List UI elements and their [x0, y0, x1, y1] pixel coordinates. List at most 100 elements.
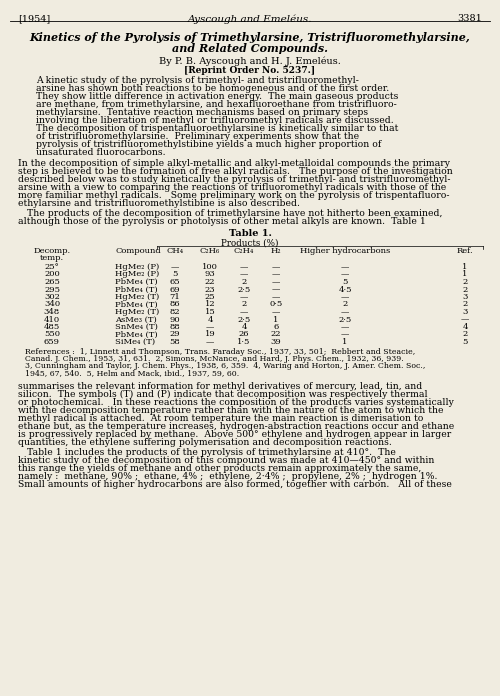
Text: In the decomposition of simple alkyl-metallic and alkyl-metalloidal compounds th: In the decomposition of simple alkyl-met… [18, 159, 450, 168]
Text: Compound: Compound [115, 247, 161, 255]
Text: namely :  methane, 90% ;  ethane, 4% ;  ethylene, 2·4% ;  propylene, 2% ;  hydro: namely : methane, 90% ; ethane, 4% ; eth… [18, 472, 438, 481]
Text: 4: 4 [241, 323, 247, 331]
Text: The products of the decomposition of trimethylarsine have not hitherto been exam: The products of the decomposition of tri… [18, 209, 442, 218]
Text: 39: 39 [270, 338, 281, 346]
Text: 200: 200 [44, 271, 60, 278]
Text: —: — [272, 308, 280, 316]
Text: of tristrifluoromethylarsine.  Preliminary experiments show that the: of tristrifluoromethylarsine. Preliminar… [36, 132, 359, 141]
Text: PbMe₄ (T): PbMe₄ (T) [115, 301, 158, 308]
Text: HgMe₂ (P): HgMe₂ (P) [115, 271, 159, 278]
Text: CH₄: CH₄ [166, 247, 184, 255]
Text: 3381: 3381 [457, 14, 482, 23]
Text: 25: 25 [204, 293, 216, 301]
Text: —: — [240, 293, 248, 301]
Text: 3: 3 [462, 293, 468, 301]
Text: 93: 93 [204, 271, 216, 278]
Text: Kinetics of the Pyrolysis of Trimethylarsine, Tristrifluoromethylarsine,: Kinetics of the Pyrolysis of Trimethylar… [30, 32, 470, 43]
Text: [Reprint Order No. 5237.]: [Reprint Order No. 5237.] [184, 66, 316, 75]
Text: 58: 58 [170, 338, 180, 346]
Text: —: — [341, 331, 349, 338]
Text: 65: 65 [170, 278, 180, 286]
Text: 3, Cunningham and Taylor, J. Chem. Phys., 1938, 6, 359.  4, Waring and Horton, J: 3, Cunningham and Taylor, J. Chem. Phys.… [25, 362, 425, 370]
Text: —: — [272, 271, 280, 278]
Text: —: — [461, 315, 469, 324]
Text: ethane but, as the temperature increases, hydrogen-abstraction reactions occur a: ethane but, as the temperature increases… [18, 422, 454, 431]
Text: 86: 86 [170, 301, 180, 308]
Text: 88: 88 [170, 323, 180, 331]
Text: is progressively replaced by methane.  Above 500° ethylene and hydrogen appear i: is progressively replaced by methane. Ab… [18, 429, 451, 438]
Text: step is believed to be the formation of free alkyl radicals.   The purpose of th: step is believed to be the formation of … [18, 167, 453, 176]
Text: 348: 348 [44, 308, 60, 316]
Text: 26: 26 [239, 331, 249, 338]
Text: C₂H₆: C₂H₆ [200, 247, 220, 255]
Text: 69: 69 [170, 285, 180, 294]
Text: quantities, the ethylene suffering polymerisation and decomposition reactions.: quantities, the ethylene suffering polym… [18, 438, 392, 447]
Text: kinetic study of the decomposition of this compound was made at 410—450° and wit: kinetic study of the decomposition of th… [18, 456, 434, 465]
Text: arsine with a view to comparing the reactions of trifluoromethyl radicals with t: arsine with a view to comparing the reac… [18, 183, 446, 192]
Text: 2·5: 2·5 [238, 285, 250, 294]
Text: —: — [341, 293, 349, 301]
Text: 4: 4 [462, 323, 468, 331]
Text: 1·5: 1·5 [238, 338, 250, 346]
Text: methyl radical is attached.  At room temperature the main reaction is dimerisati: methyl radical is attached. At room temp… [18, 413, 424, 422]
Text: 1945, 67, 540.  5, Helm and Mack, ibid., 1937, 59, 60.: 1945, 67, 540. 5, Helm and Mack, ibid., … [25, 369, 240, 377]
Text: 2: 2 [462, 285, 468, 294]
Text: 23: 23 [204, 285, 216, 294]
Text: Canad. J. Chem., 1953, 31, 631.  2, Simons, McNance, and Hard, J. Phys. Chem., 1: Canad. J. Chem., 1953, 31, 631. 2, Simon… [25, 355, 404, 363]
Text: [1954]: [1954] [18, 14, 50, 23]
Text: methylarsine.  Tentative reaction mechanisms based on primary steps: methylarsine. Tentative reaction mechani… [36, 108, 368, 117]
Text: more familiar methyl radicals.   Some preliminary work on the pyrolysis of trisp: more familiar methyl radicals. Some prel… [18, 191, 450, 200]
Text: 6: 6 [274, 323, 278, 331]
Text: 22: 22 [205, 278, 215, 286]
Text: —: — [240, 271, 248, 278]
Text: pyrolysis of tristrifluoromethylstibine yields a much higher proportion of: pyrolysis of tristrifluoromethylstibine … [36, 140, 382, 149]
Text: HgMe₂ (T): HgMe₂ (T) [115, 308, 159, 316]
Text: PbMe₄ (T): PbMe₄ (T) [115, 285, 158, 294]
Text: 100: 100 [202, 263, 218, 271]
Text: —: — [206, 338, 214, 346]
Text: summarises the relevant information for methyl derivatives of mercury, lead, tin: summarises the relevant information for … [18, 381, 422, 390]
Text: Higher hydrocarbons: Higher hydrocarbons [300, 247, 390, 255]
Text: Table 1 includes the products of the pyrolysis of trimethylarsine at 410°.  The: Table 1 includes the products of the pyr… [18, 448, 396, 457]
Text: 1: 1 [274, 315, 278, 324]
Text: —: — [341, 271, 349, 278]
Text: Table 1.: Table 1. [228, 229, 272, 238]
Text: —: — [171, 263, 179, 271]
Text: 0·5: 0·5 [270, 301, 282, 308]
Text: 5: 5 [462, 338, 468, 346]
Text: 19: 19 [204, 331, 216, 338]
Text: 2: 2 [462, 301, 468, 308]
Text: arsine has shown both reactions to be homogeneous and of the first order.: arsine has shown both reactions to be ho… [36, 84, 389, 93]
Text: 2: 2 [462, 278, 468, 286]
Text: 90: 90 [170, 315, 180, 324]
Text: 265: 265 [44, 278, 60, 286]
Text: Ref.: Ref. [456, 247, 473, 255]
Text: 2: 2 [342, 301, 347, 308]
Text: 2: 2 [462, 331, 468, 338]
Text: 5: 5 [172, 271, 178, 278]
Text: ethylarsine and tristrifluoromethylstibine is also described.: ethylarsine and tristrifluoromethylstibi… [18, 199, 300, 208]
Text: —: — [341, 263, 349, 271]
Text: unsaturated fluorocarbons.: unsaturated fluorocarbons. [36, 148, 166, 157]
Text: SnMe₄ (T): SnMe₄ (T) [115, 323, 158, 331]
Text: 29: 29 [170, 331, 180, 338]
Text: Ayscough and Emeléus.: Ayscough and Emeléus. [188, 14, 312, 24]
Text: 1: 1 [462, 271, 468, 278]
Text: 2·5: 2·5 [338, 315, 351, 324]
Text: Decomp.: Decomp. [34, 247, 70, 255]
Text: temp.: temp. [40, 255, 64, 262]
Text: 1: 1 [462, 263, 468, 271]
Text: The decomposition of trispentafluoroethylarsine is kinetically similar to that: The decomposition of trispentafluoroethy… [36, 124, 399, 133]
Text: 22: 22 [271, 331, 281, 338]
Text: and Related Compounds.: and Related Compounds. [172, 43, 328, 54]
Text: —: — [240, 263, 248, 271]
Text: 4·5: 4·5 [338, 285, 352, 294]
Text: with the decomposition temperature rather than with the nature of the atom to wh: with the decomposition temperature rathe… [18, 406, 444, 415]
Text: 295: 295 [44, 285, 60, 294]
Text: Small amounts of higher hydrocarbons are also formed, together with carbon.   Al: Small amounts of higher hydrocarbons are… [18, 480, 452, 489]
Text: C₂H₄: C₂H₄ [234, 247, 254, 255]
Text: 2: 2 [242, 301, 246, 308]
Text: Products (%): Products (%) [221, 239, 279, 248]
Text: are methane, from trimethylarsine, and hexafluoroethane from tristrifluoro-: are methane, from trimethylarsine, and h… [36, 100, 397, 109]
Text: —: — [206, 323, 214, 331]
